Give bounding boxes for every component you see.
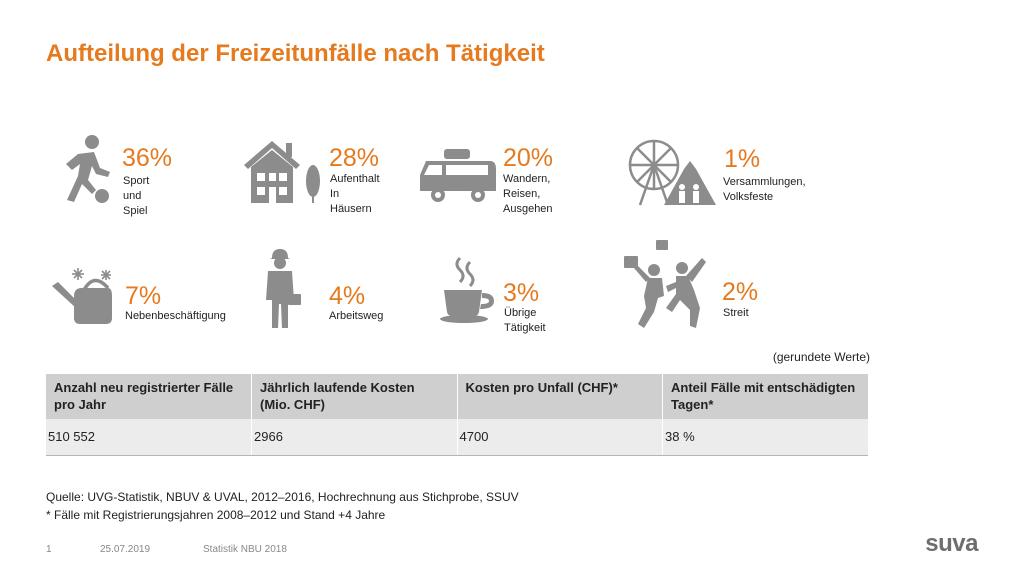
- source-notes: Quelle: UVG-Statistik, NBUV & UVAL, 2012…: [46, 488, 519, 524]
- stat-label: Wandern, Reisen, Ausgehen: [503, 173, 553, 215]
- stat-label: Nebenbeschäftigung: [125, 310, 226, 322]
- stat-label: Versammlungen, Volksfeste: [723, 176, 806, 203]
- stat-percent: 7%: [125, 282, 162, 310]
- stat-percent: 28%: [329, 144, 380, 172]
- rounded-values-note: (gerundete Werte): [772, 350, 870, 364]
- table-row: 510 552 2966 4700 38 %: [46, 419, 868, 456]
- fight-icon: [624, 240, 706, 328]
- footer-page-number: 1: [46, 544, 52, 555]
- stat-label: Streit: [723, 307, 749, 319]
- stat-percent: 36%: [122, 144, 173, 172]
- slide-title: Aufteilung der Freizeitunfälle nach Täti…: [46, 40, 545, 67]
- house-icon: [244, 141, 320, 203]
- stat-label: Sport und Spiel: [123, 175, 150, 217]
- footer-doc-title: Statistik NBU 2018: [203, 544, 287, 555]
- watering-can-icon: [52, 268, 112, 324]
- stat-percent: 3%: [503, 279, 540, 307]
- stat-label: Aufenthalt In Häusern: [330, 173, 380, 215]
- table-cell: 38 %: [662, 419, 868, 456]
- coffee-cup-icon: [440, 256, 494, 323]
- soccer-player-icon: [66, 135, 110, 203]
- table-header-cell: Jährlich laufende Kosten (Mio. CHF): [251, 374, 458, 419]
- worker-icon: [266, 249, 301, 328]
- suva-logo: suva: [925, 530, 978, 557]
- stat-percent: 20%: [503, 144, 554, 172]
- table-header-row: Anzahl neu registrierter Fälle pro Jahr …: [46, 374, 868, 419]
- stat-percent: 4%: [329, 282, 366, 310]
- stat-percent: 2%: [722, 278, 759, 306]
- stat-label: Übrige Tätigkeit: [504, 307, 546, 334]
- kpi-table: Anzahl neu registrierter Fälle pro Jahr …: [46, 374, 868, 456]
- ferris-wheel-icon: [628, 139, 716, 206]
- table-header-cell: Kosten pro Unfall (CHF)*: [457, 374, 663, 419]
- camper-van-icon: [420, 149, 496, 202]
- footer-date: 25.07.2019: [100, 544, 151, 555]
- stat-label: Arbeitsweg: [329, 310, 384, 322]
- table-cell: 2966: [251, 419, 458, 456]
- table-header-cell: Anzahl neu registrierter Fälle pro Jahr: [46, 374, 252, 419]
- table-header-cell: Anteil Fälle mit entschädigten Tagen*: [662, 374, 868, 419]
- footnote: * Fälle mit Registrierungsjahren 2008–20…: [46, 508, 386, 522]
- stat-percent: 1%: [724, 145, 761, 173]
- source-line: Quelle: UVG-Statistik, NBUV & UVAL, 2012…: [46, 490, 519, 504]
- table-cell: 4700: [457, 419, 663, 456]
- table-cell: 510 552: [46, 419, 252, 456]
